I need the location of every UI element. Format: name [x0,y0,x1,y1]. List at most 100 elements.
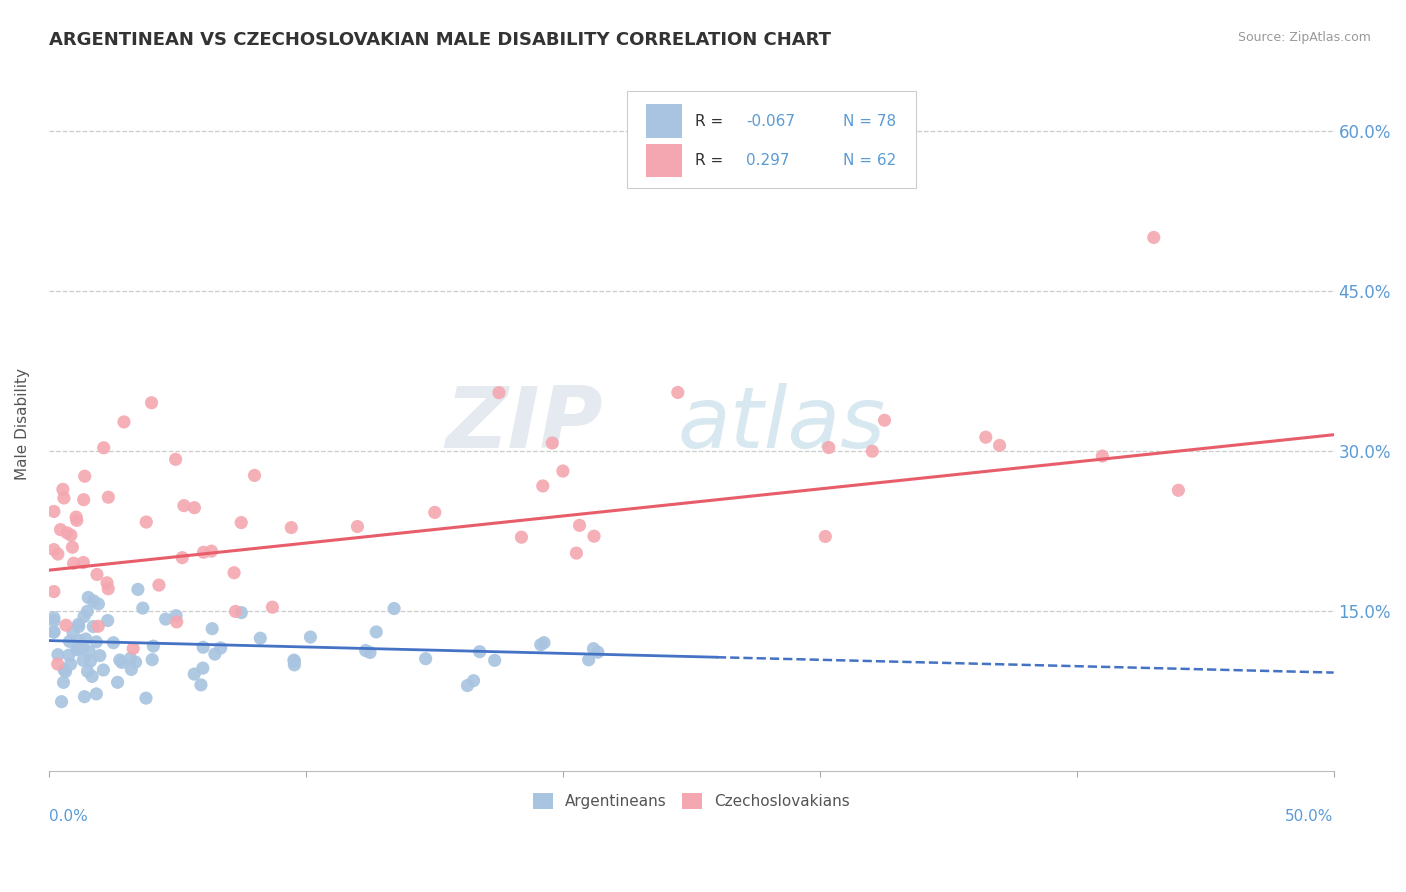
Point [82,619,104,633]
Point [122,641,145,656]
Point [67,619,90,633]
Point [165,608,187,623]
Point [531,479,554,493]
Point [249,631,271,645]
Point [66,642,89,657]
Point [463,673,485,688]
Point [366,624,388,639]
Point [111,656,134,670]
Point [87,597,110,611]
Point [52,491,75,505]
Point [82,594,104,608]
Point [204,647,226,661]
Point [359,645,381,659]
Text: N = 62: N = 62 [842,153,896,168]
Point [120,662,142,676]
Point [51,695,73,709]
Point [468,645,491,659]
Point [55,618,77,632]
Point [76,665,98,679]
Point [135,515,157,529]
Point [60,540,83,554]
Text: 0.297: 0.297 [747,153,790,168]
Point [1143,230,1166,244]
Point [73,469,96,483]
Point [280,520,302,534]
Point [62,625,84,640]
Point [346,519,368,533]
Point [209,640,232,655]
Text: -0.067: -0.067 [747,113,796,128]
Point [578,653,600,667]
Point [75,632,97,646]
Text: 50.0%: 50.0% [1285,809,1334,824]
Point [42,625,65,640]
Point [58,648,80,662]
Point [42,542,65,557]
Point [583,529,606,543]
Point [183,500,205,515]
Point [565,546,588,560]
Point [89,648,111,663]
Bar [647,104,682,137]
Text: R =: R = [695,113,728,128]
Point [533,636,555,650]
Point [299,630,322,644]
Point [141,396,163,410]
Point [77,591,100,605]
Point [530,638,553,652]
Point [484,653,506,667]
Point [224,604,246,618]
Point [97,582,120,596]
Point [66,513,89,527]
Point [551,464,574,478]
Point [96,575,118,590]
Point [53,663,76,677]
Point [510,530,533,544]
Point [193,545,215,559]
Point [488,385,510,400]
Point [42,504,65,518]
Point [59,528,82,542]
Point [107,675,129,690]
Point [262,600,284,615]
Point [87,619,110,633]
Point [568,518,591,533]
Point [66,642,89,657]
Point [382,601,405,615]
Point [988,438,1011,452]
Point [860,444,883,458]
Point [72,640,94,655]
Y-axis label: Male Disability: Male Disability [15,368,30,480]
Point [132,601,155,615]
Point [82,669,104,683]
Point [46,657,69,671]
Point [79,654,101,668]
Point [354,643,377,657]
Point [65,510,87,524]
Point [231,516,253,530]
Point [46,547,69,561]
Point [415,651,437,665]
Text: ZIP: ZIP [446,383,603,466]
Point [73,609,96,624]
Point [52,483,75,497]
Point [97,614,120,628]
Point [58,634,80,648]
Point [191,640,214,655]
Point [86,567,108,582]
Point [155,612,177,626]
Point [172,550,194,565]
Point [62,556,84,570]
Point [103,636,125,650]
Text: atlas: atlas [678,383,886,466]
Text: R =: R = [695,153,728,168]
Point [190,678,212,692]
Point [49,523,72,537]
Point [1167,483,1189,498]
Point [120,651,142,665]
Point [72,653,94,667]
Point [108,653,131,667]
Point [42,625,65,640]
Point [243,468,266,483]
